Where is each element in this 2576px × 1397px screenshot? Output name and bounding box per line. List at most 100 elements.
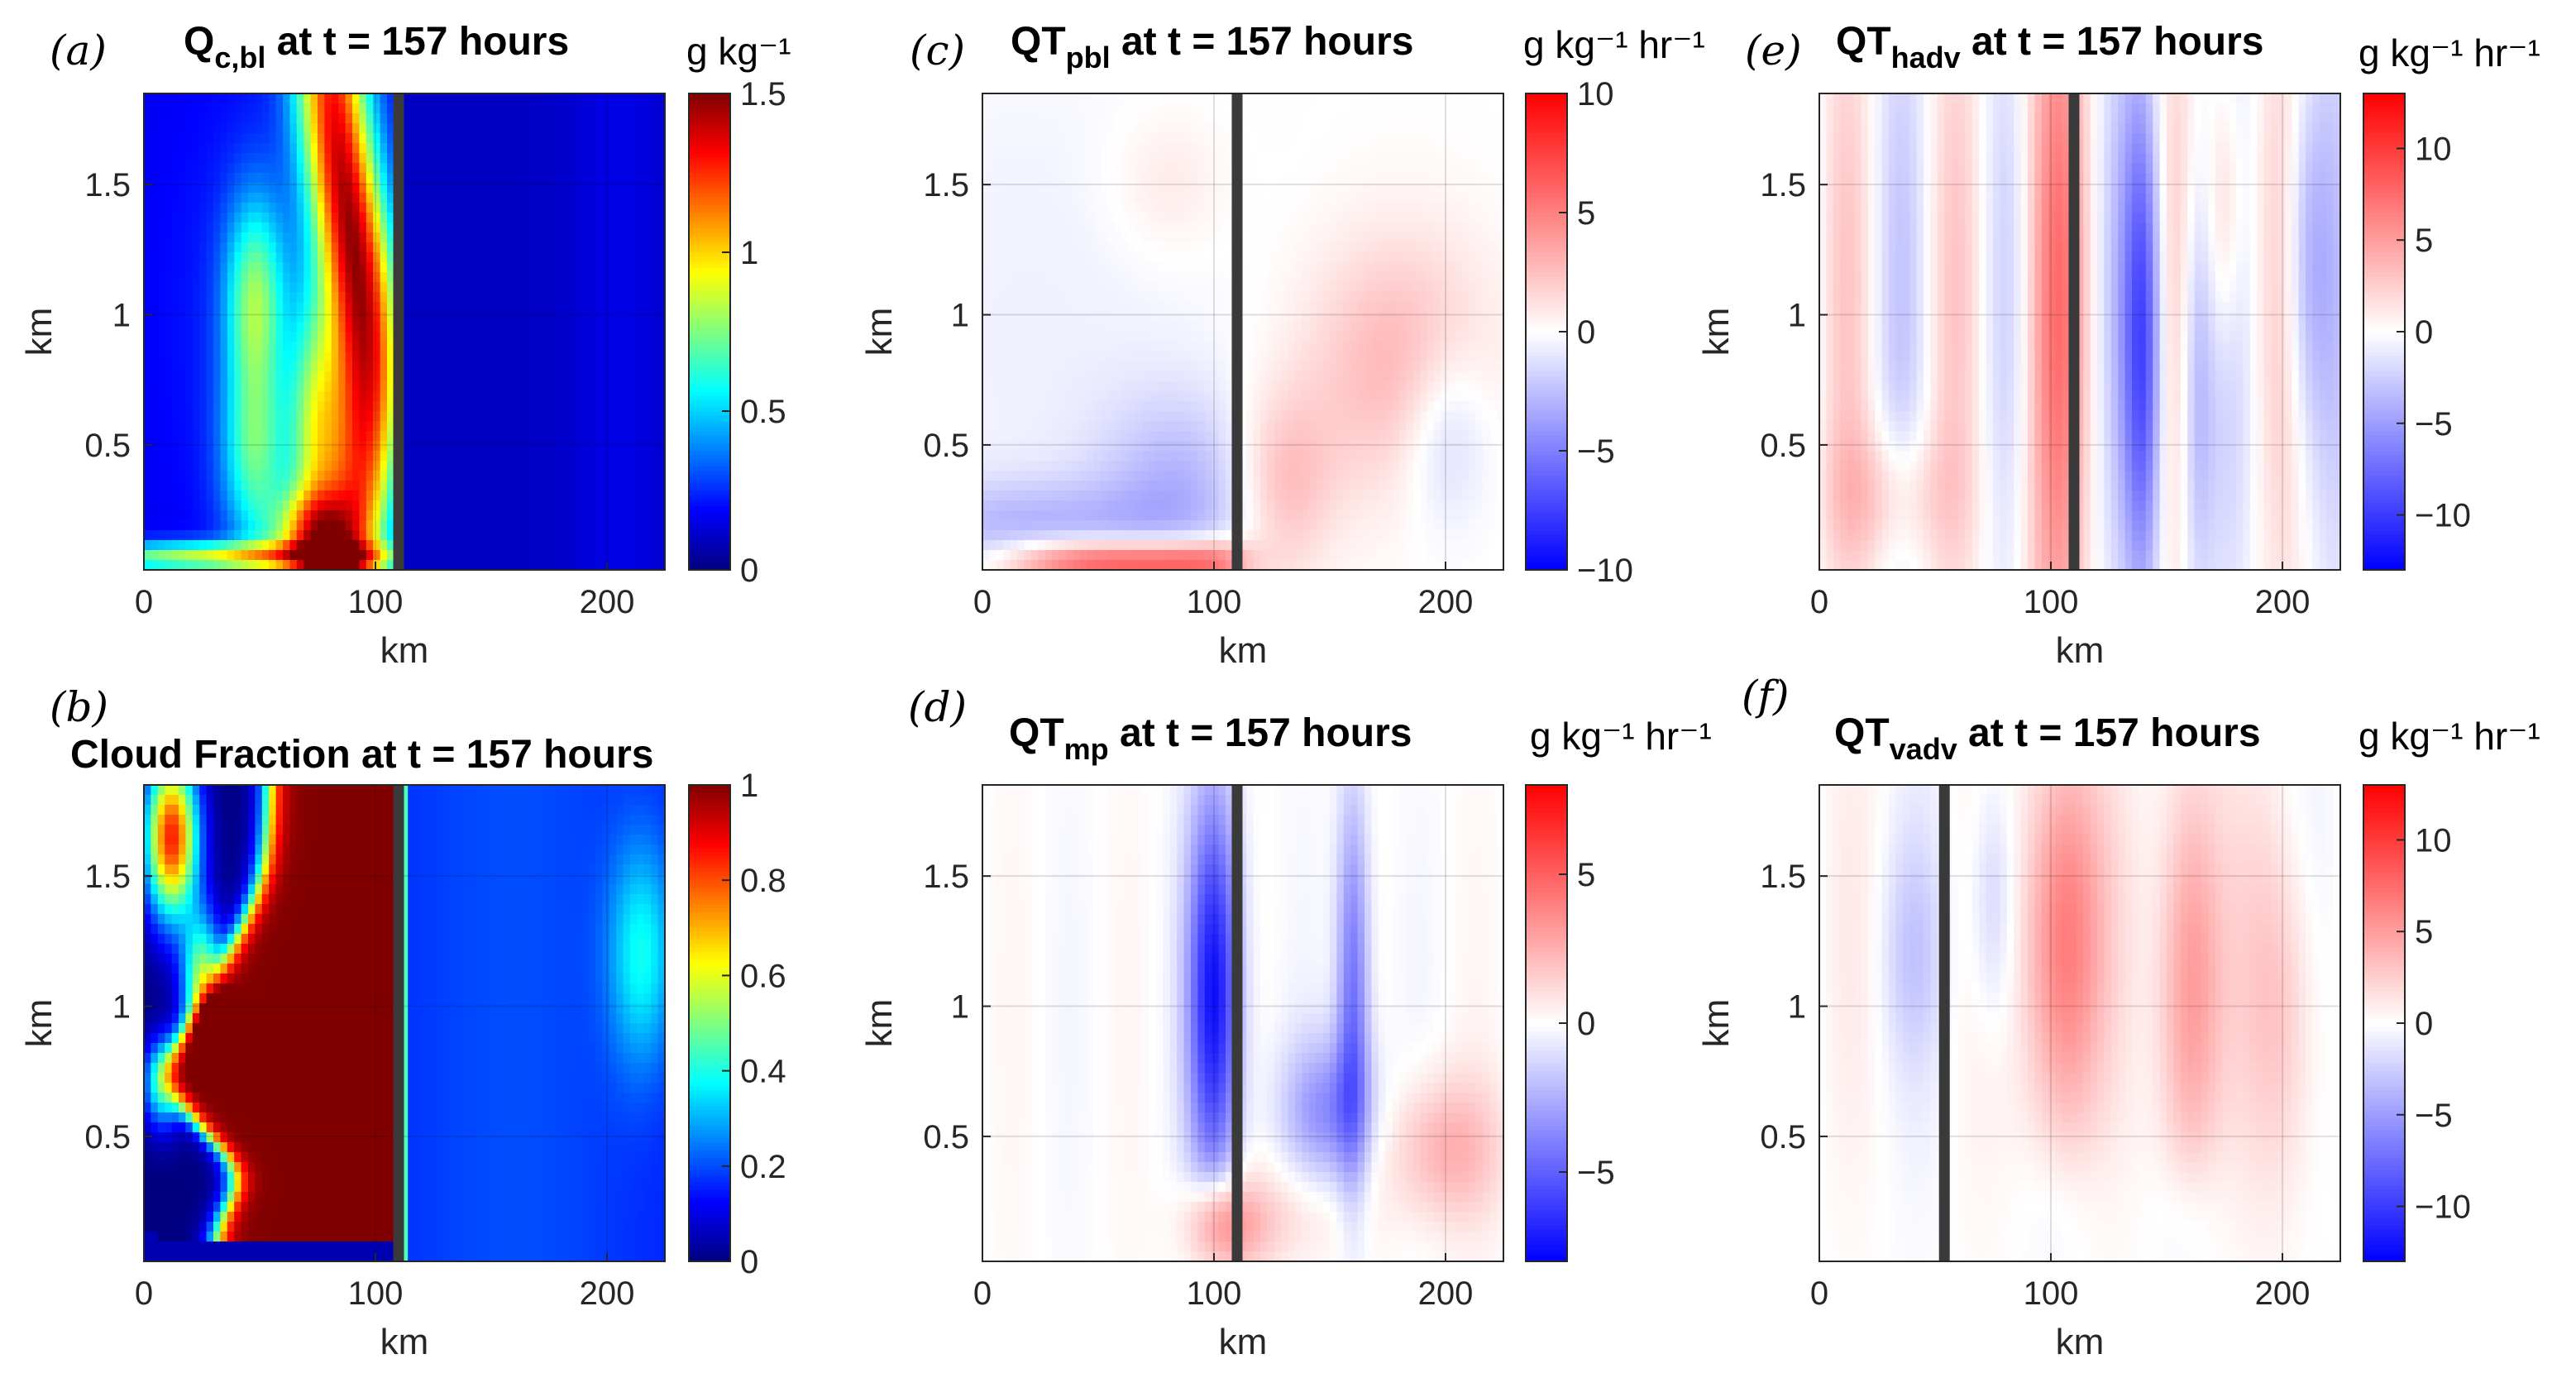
heatmap-cell [165, 1023, 173, 1034]
heatmap-cell [269, 924, 277, 935]
heatmap-cell [283, 272, 290, 283]
heatmap-cell [269, 113, 277, 124]
heatmap-cell [318, 1093, 325, 1103]
heatmap-cell [456, 242, 464, 253]
colorbar-segment [689, 136, 730, 142]
heatmap-cell [234, 1132, 242, 1143]
heatmap-cell [553, 143, 562, 154]
heatmap-cell [547, 411, 555, 422]
heatmap-cell [289, 1152, 298, 1163]
heatmap-cell [324, 381, 332, 392]
heatmap-cell [199, 421, 208, 432]
heatmap-cell [206, 815, 214, 825]
heatmap-cell [269, 203, 277, 213]
heatmap-cell [400, 332, 409, 342]
heatmap-cell [192, 1212, 200, 1222]
heatmap-cell [324, 332, 332, 342]
heatmap-cell [331, 560, 339, 571]
heatmap-cell [310, 203, 318, 213]
heatmap-cell [435, 342, 443, 352]
heatmap-cell [310, 1093, 318, 1103]
heatmap-cell [179, 1152, 186, 1163]
heatmap-cell [623, 282, 631, 293]
heatmap-cell [630, 222, 638, 233]
heatmap-cell [185, 361, 194, 372]
heatmap-cell [602, 143, 610, 154]
heatmap-cell [151, 924, 159, 935]
heatmap-cell [296, 1003, 304, 1014]
heatmap-cell [547, 560, 555, 571]
heatmap-cell [296, 510, 304, 521]
heatmap-cell [657, 401, 666, 412]
heatmap-cell [303, 1212, 312, 1222]
heatmap-cell [241, 352, 249, 362]
heatmap-cell [380, 411, 388, 422]
heatmap-cell [171, 441, 179, 452]
heatmap-cell [144, 874, 151, 885]
heatmap-cell [498, 163, 506, 174]
colorbar-segment [689, 566, 730, 571]
heatmap-cell [310, 242, 318, 253]
heatmap-cell [165, 312, 173, 323]
heatmap-cell [512, 252, 520, 263]
heatmap-cell [581, 332, 590, 342]
heatmap-cell [595, 361, 603, 372]
heatmap-cell [248, 461, 256, 471]
heatmap-cell [241, 1202, 249, 1213]
heatmap-cell [422, 441, 429, 452]
heatmap-cell [165, 815, 173, 825]
heatmap-cell [275, 1251, 284, 1262]
heatmap-cell [657, 302, 666, 313]
heatmap-cell [171, 894, 179, 905]
heatmap-cell [213, 401, 221, 412]
heatmap-cell [442, 481, 451, 491]
heatmap-cell [588, 490, 596, 501]
heatmap-cell [199, 500, 208, 511]
heatmap-cell [179, 1212, 186, 1222]
colorbar-segment [689, 367, 730, 372]
heatmap-cell [261, 1251, 270, 1262]
heatmap-cell [547, 441, 555, 452]
heatmap-cell [484, 332, 492, 342]
heatmap-cell [296, 1023, 304, 1034]
heatmap-cell [428, 103, 437, 114]
heatmap-cell [199, 203, 208, 213]
heatmap-cell [234, 904, 242, 915]
heatmap-cell [151, 381, 159, 392]
heatmap-cell [171, 1093, 179, 1103]
heatmap-cell [345, 540, 353, 551]
heatmap-cell [269, 914, 277, 925]
heatmap-cell [526, 262, 533, 273]
heatmap-cell [199, 894, 208, 905]
heatmap-cell [227, 1212, 235, 1222]
heatmap-cell [310, 391, 318, 402]
heatmap-cell [463, 282, 471, 293]
heatmap-cell [463, 530, 471, 541]
heatmap-cell [179, 391, 186, 402]
heatmap-cell [185, 103, 194, 114]
heatmap-cell [414, 232, 423, 243]
heatmap-cell [477, 550, 485, 561]
heatmap-cell [179, 193, 186, 203]
heatmap-cell [373, 411, 381, 422]
heatmap-cell [165, 1073, 173, 1084]
heatmap-cell [171, 401, 179, 412]
heatmap-cell [151, 471, 159, 481]
heatmap-cell [324, 213, 332, 223]
heatmap-cell [199, 835, 208, 845]
heatmap-cell [574, 550, 582, 561]
heatmap-cell [165, 222, 173, 233]
heatmap-cell [602, 332, 610, 342]
heatmap-cell [414, 302, 423, 313]
heatmap-cell [400, 163, 409, 174]
heatmap-cell [380, 391, 388, 402]
heatmap-cell [463, 481, 471, 491]
heatmap-cell [623, 411, 631, 422]
heatmap-cell [526, 411, 533, 422]
heatmap-cell [144, 924, 151, 935]
heatmap-cell [213, 103, 221, 114]
heatmap-cell [151, 232, 159, 243]
heatmap-cell [283, 1142, 290, 1153]
heatmap-cell [192, 1242, 200, 1252]
heatmap-cell [275, 864, 284, 875]
